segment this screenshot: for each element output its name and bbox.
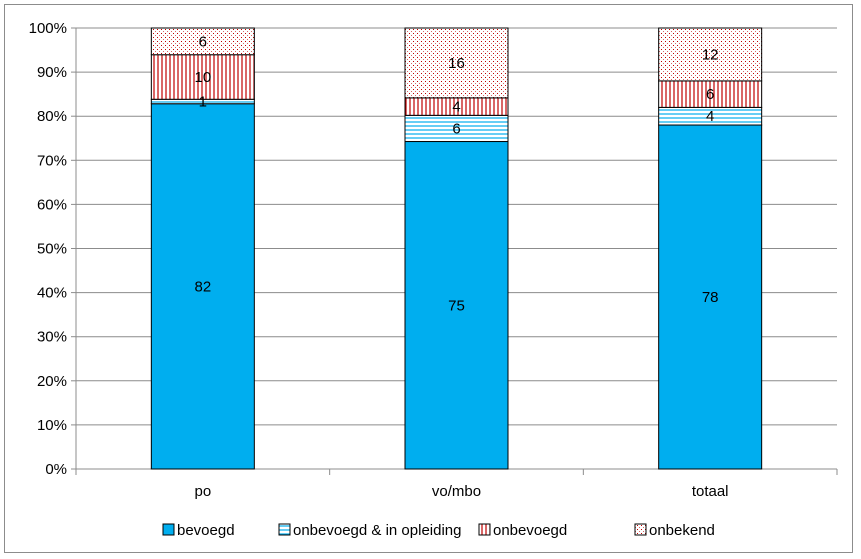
data-label: 1 xyxy=(199,94,207,111)
bar-segment-onbevoegd-in-opleiding xyxy=(404,114,509,143)
legend: bevoegd onbevoegd & in opleiding onbevoegd… xyxy=(162,522,715,539)
legend-swatch xyxy=(278,523,291,536)
x-tick-label: totaal xyxy=(692,483,729,500)
axes: 0% 10% 20% 30% 40% 50% 60% 70% 80% 90% 100% po vo/mb… xyxy=(29,20,838,500)
data-label: 6 xyxy=(452,120,460,137)
data-label: 6 xyxy=(706,86,714,103)
data-label: 4 xyxy=(452,99,460,116)
bar-segment-bevoegd xyxy=(150,103,255,470)
data-label: 75 xyxy=(448,297,465,314)
bars xyxy=(150,27,763,470)
legend-swatch xyxy=(478,523,491,536)
legend-swatch xyxy=(634,523,647,536)
data-label: 12 xyxy=(702,46,719,63)
legend-label: bevoegd xyxy=(177,522,235,539)
x-tick-label: po xyxy=(194,483,211,500)
data-label: 6 xyxy=(199,33,207,50)
data-label: 82 xyxy=(194,278,211,295)
x-tick-label: vo/mbo xyxy=(432,483,481,500)
legend-label: onbevoegd xyxy=(493,522,567,539)
y-tick-label: 100% xyxy=(29,20,67,37)
legend-swatch xyxy=(162,523,175,536)
bar-segment-onbekend xyxy=(404,27,509,99)
bar-segment-onbevoegd xyxy=(150,54,255,100)
legend-label: onbekend xyxy=(649,522,715,539)
bar-segment-onbekend xyxy=(658,27,763,82)
y-tick-label: 20% xyxy=(37,373,67,390)
y-tick-label: 70% xyxy=(37,152,67,169)
data-label: 4 xyxy=(706,108,714,125)
bar-segment-bevoegd xyxy=(658,124,763,470)
y-tick-label: 50% xyxy=(37,241,67,258)
y-tick-label: 30% xyxy=(37,329,67,346)
data-label: 78 xyxy=(702,289,719,306)
y-tick-label: 40% xyxy=(37,285,67,302)
y-tick-label: 10% xyxy=(37,417,67,434)
bar-segment-onbevoegd xyxy=(658,80,763,108)
bar-segment-bevoegd xyxy=(404,141,509,470)
bar-segment-onbekend xyxy=(150,27,255,56)
data-label: 16 xyxy=(448,55,465,72)
y-tick-label: 0% xyxy=(45,461,67,478)
data-label: 10 xyxy=(194,69,211,86)
y-tick-label: 60% xyxy=(37,196,67,213)
y-tick-label: 80% xyxy=(37,108,67,125)
y-tick-label: 90% xyxy=(37,64,67,81)
legend-label: onbevoegd & in opleiding xyxy=(293,522,461,539)
segment-labels: 82 1 10 6 75 6 4 16 78 4 6 12 xyxy=(194,33,718,314)
